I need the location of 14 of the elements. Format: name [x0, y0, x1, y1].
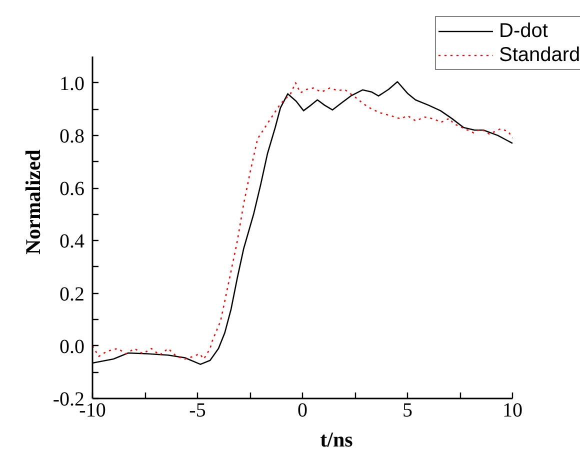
y-tick-label: 0.6	[60, 178, 84, 200]
y-axis-title: Normalized	[20, 149, 45, 254]
y-tick-label: 0.0	[60, 336, 84, 358]
x-tick-label: 0	[298, 400, 308, 422]
y-tick-label: 0.2	[60, 283, 84, 306]
x-tick-label: 10	[502, 400, 522, 422]
y-tick-label: 1.0	[60, 72, 84, 95]
x-axis-title: t/ns	[320, 428, 353, 452]
legend-label: D-dot	[499, 19, 548, 43]
x-tick-label: 5	[402, 400, 412, 422]
legend-label: Standard	[499, 43, 580, 67]
y-tick-label: 0.8	[60, 125, 84, 148]
x-tick-label: -5	[189, 400, 206, 422]
y-tick-label: 0.4	[60, 230, 84, 253]
